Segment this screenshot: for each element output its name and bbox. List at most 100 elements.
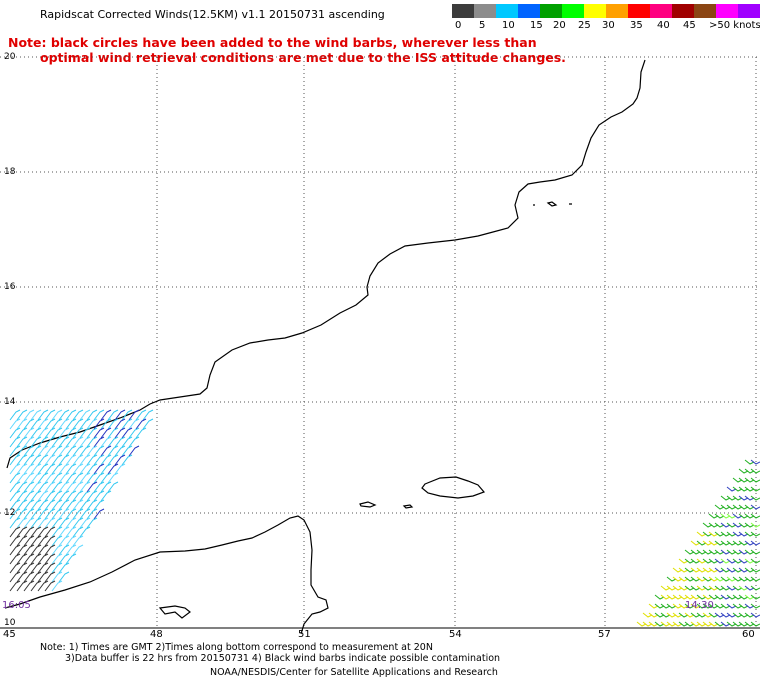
wind-barb [720,531,731,537]
wind-barb [128,445,140,457]
wind-barb [51,490,63,502]
wind-barb [79,490,91,502]
wind-barb [51,562,63,574]
wind-barb [720,558,731,564]
lon-label-54: 54 [449,629,462,640]
wind-barb [30,463,42,475]
wind-barb [696,621,707,627]
wind-barb [9,526,21,538]
wind-barb [9,535,21,547]
wind-barb [648,612,659,618]
scale-label-35: 35 [630,20,643,31]
wind-barb [708,594,719,600]
wind-barb [744,558,755,564]
wind-barb [30,445,42,457]
wind-barb [30,490,42,502]
wind-barb [744,594,755,600]
wind-barb [44,481,56,493]
graticule [0,56,760,628]
scale-swatch-7 [606,4,628,18]
scale-swatch-4 [540,4,562,18]
wind-barb [672,612,683,618]
wind-barb [51,436,63,448]
wind-barb [107,472,119,484]
wind-barb [58,562,70,574]
wind-speed-scale-labels: 0 5 10 15 20 25 30 35 40 45 >50 knots [452,20,760,34]
wind-barb [720,495,731,501]
wind-barb [744,459,755,465]
wind-barb [690,603,701,609]
wind-barb [738,603,749,609]
wind-barb [9,553,21,565]
pass-time-west: 16:05 [2,600,31,611]
wind-barb [738,567,749,573]
wind-barb [65,508,77,520]
wind-barb [690,549,701,555]
wind-barb [726,603,737,609]
wind-barb [16,490,28,502]
wind-barb [738,495,749,501]
wind-barb [65,535,77,547]
scale-swatch-12 [716,4,738,18]
wind-barb [30,418,42,430]
scale-label-20: 20 [553,20,566,31]
wind-barb [684,621,695,627]
wind-barb [30,571,42,583]
lat-label-12: 12 [4,508,16,518]
wind-barb [9,445,21,457]
lon-label-51: 51 [298,629,311,640]
scale-label-40: 40 [657,20,670,31]
wind-barb [58,418,70,430]
wind-barb [30,472,42,484]
wind-barb [135,427,147,439]
wind-barb [678,576,689,582]
wind-barb [672,576,683,582]
wind-barb [726,513,737,519]
wind-barb [58,436,70,448]
wind-barb [666,612,677,618]
wind-barb [100,472,112,484]
wind-barb [93,427,105,439]
wind-barb [726,621,737,627]
wind-barb [702,621,713,627]
wind-barb [23,436,35,448]
wind-barb [672,621,683,627]
wind-barb [726,540,737,546]
lat-label-14: 14 [4,397,16,407]
wind-barb [732,585,743,591]
wind-barb [744,531,755,537]
wind-barb [744,477,755,483]
wind-barb [702,549,713,555]
wind-barb [51,526,63,538]
wind-barb [86,508,98,520]
wind-barb [51,454,63,466]
wind-barb [702,531,713,537]
wind-barb [732,531,743,537]
wind-barb [684,603,695,609]
wind-barb [738,477,749,483]
wind-barb [636,621,647,627]
scale-swatch-6 [584,4,606,18]
wind-barb [732,576,743,582]
wind-barb [37,490,49,502]
wind-barb [51,472,63,484]
wind-barb [726,594,737,600]
wind-barb [37,571,49,583]
wind-barb [750,468,760,474]
wind-barb [732,612,743,618]
wind-barb [9,472,21,484]
wind-barb [672,567,683,573]
wind-barb [58,517,70,529]
wind-barb [732,594,743,600]
wind-barb [696,594,707,600]
wind-barb [9,517,21,529]
wind-barb [708,576,719,582]
wind-barb [732,522,743,528]
wind-barb [51,508,63,520]
wind-barb [58,499,70,511]
wind-barb [732,621,743,627]
footer-note-line-1: Note: 1) Times are GMT 2)Times along bot… [40,642,433,653]
wind-barb [708,567,719,573]
wind-barb [44,454,56,466]
wind-barb [9,427,21,439]
